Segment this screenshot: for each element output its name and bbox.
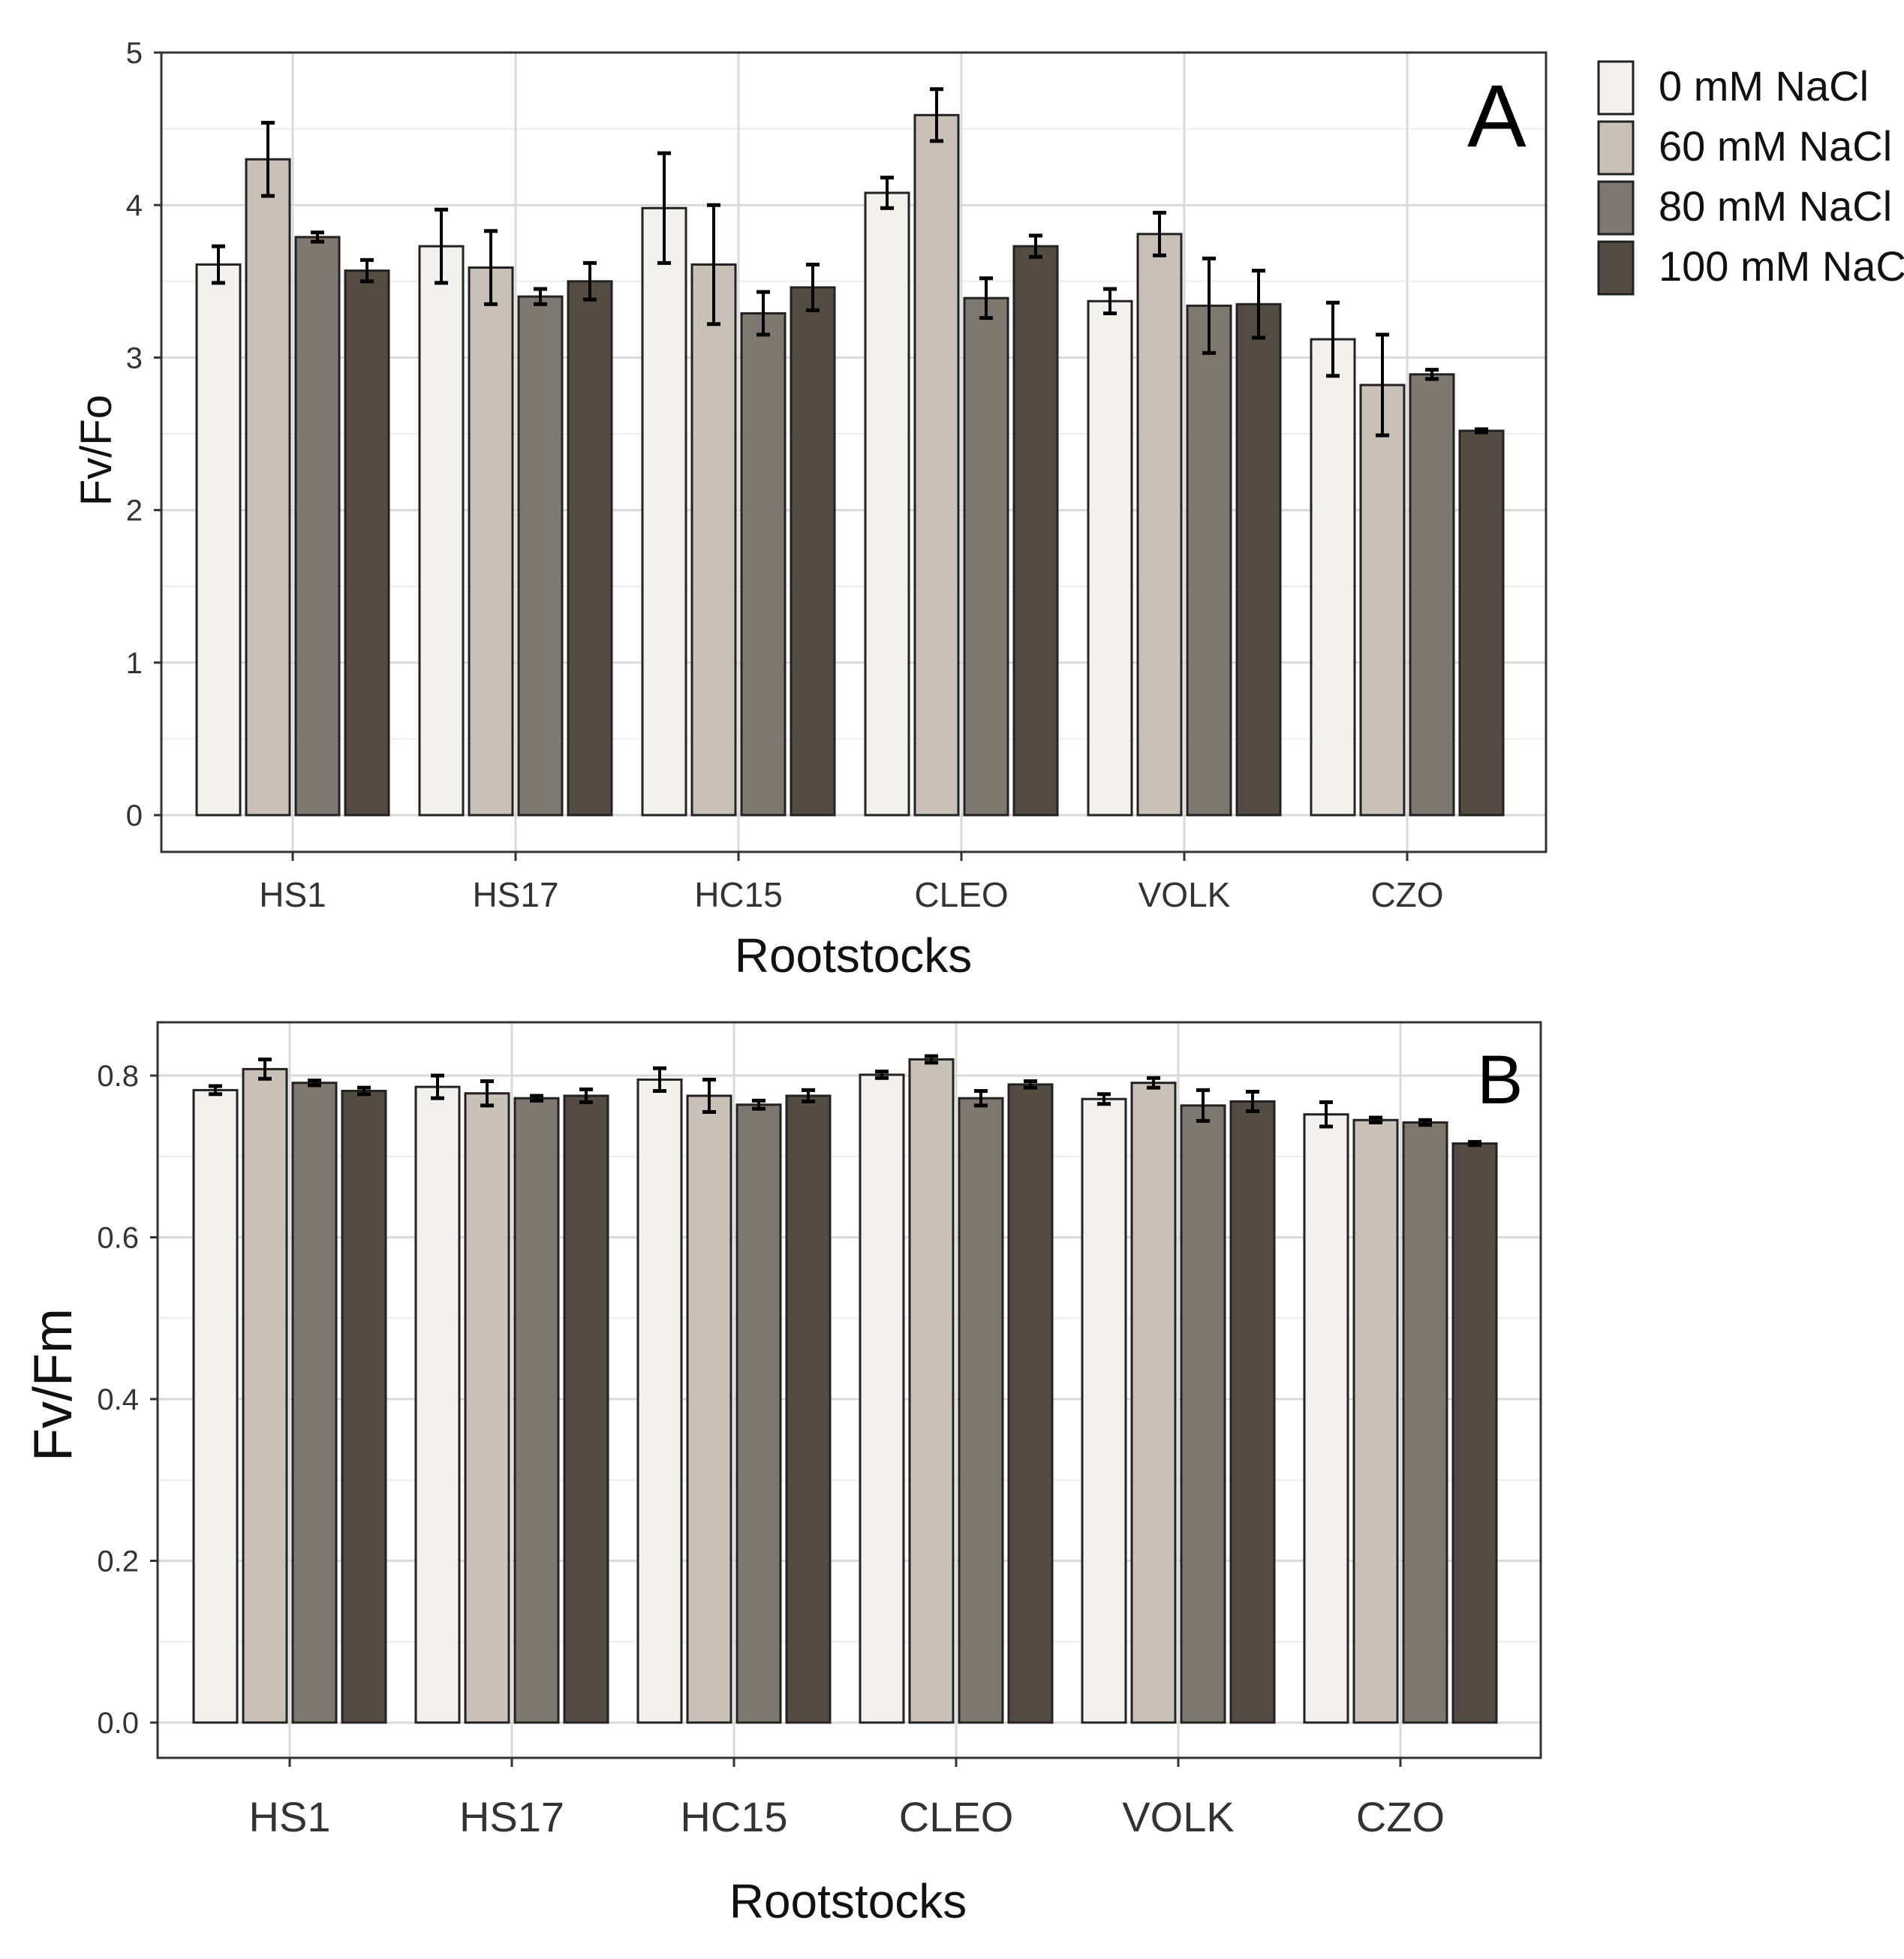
legend-label: 80 mM NaCl <box>1659 182 1892 230</box>
bar-hs1-2 <box>291 1082 338 1724</box>
bar-hc15-1 <box>690 263 737 817</box>
panel-a-y-tick-labels: 0 1 2 3 4 5 <box>126 37 161 832</box>
x-tick-label: HS17 <box>472 875 558 914</box>
panel-b-x-axis-title: Rootstocks <box>729 1874 967 1928</box>
bar-hc15-2 <box>740 311 787 817</box>
y-tick-label: 0.2 <box>97 1545 139 1578</box>
x-tick-label: HC15 <box>680 1793 787 1840</box>
bar-czo-3 <box>1451 1142 1498 1724</box>
panel-a-x-tick-labels: HS1 HS17 HC15 CLEO VOLK CZO <box>259 852 1444 914</box>
bar-czo-3 <box>1458 429 1505 817</box>
panel-a-x-axis-title: Rootstocks <box>735 928 973 983</box>
legend-swatch <box>1597 240 1635 296</box>
bar-cleo-1 <box>913 113 960 817</box>
x-tick-label: HC15 <box>694 875 783 914</box>
bar-hs17-3 <box>563 1094 609 1724</box>
y-tick-label: 0.8 <box>97 1060 139 1093</box>
x-tick-label: VOLK <box>1122 1793 1234 1840</box>
bar-hc15-0 <box>641 206 687 817</box>
panel-b-error-bars <box>209 1054 1481 1148</box>
x-tick-label: CZO <box>1356 1793 1445 1840</box>
x-tick-label: VOLK <box>1138 875 1231 914</box>
y-tick-label: 0.6 <box>97 1222 139 1255</box>
y-tick-label: 0.4 <box>97 1383 139 1416</box>
legend-swatch <box>1597 120 1635 176</box>
bar-hs17-2 <box>517 295 564 817</box>
bar-hc15-1 <box>686 1094 732 1724</box>
bar-cleo-3 <box>1007 1083 1054 1724</box>
panel-a-y-axis-title: Fv/Fo <box>72 395 121 506</box>
bar-hs1-2 <box>294 236 341 817</box>
x-tick-label: HS1 <box>259 875 326 914</box>
bar-hs17-0 <box>418 245 465 817</box>
y-tick-label: 4 <box>126 189 143 222</box>
bar-czo-0 <box>1310 338 1356 817</box>
bar-volk-2 <box>1180 1104 1226 1724</box>
x-tick-label: CLEO <box>914 875 1008 914</box>
bar-hs17-1 <box>468 266 514 817</box>
legend-swatch <box>1597 180 1635 236</box>
bar-czo-1 <box>1359 384 1406 817</box>
bar-hs17-1 <box>464 1092 510 1724</box>
legend-swatch <box>1597 60 1635 116</box>
bar-hs1-0 <box>195 263 242 817</box>
legend: 0 mM NaCl 60 mM NaCl 80 mM NaCl 100 mM NaCl <box>1597 60 1904 296</box>
bar-czo-0 <box>1303 1113 1349 1724</box>
panel-a-error-bars <box>212 87 1488 438</box>
bar-czo-1 <box>1352 1118 1399 1724</box>
y-tick-label: 5 <box>126 37 143 70</box>
panel-a-plot-border <box>160 51 1548 853</box>
x-tick-label: CLEO <box>899 1793 1014 1840</box>
bar-hs17-0 <box>414 1085 461 1724</box>
bar-cleo-3 <box>1012 245 1059 817</box>
bar-hs1-3 <box>344 269 390 817</box>
y-tick-label: 3 <box>126 342 143 375</box>
bar-cleo-2 <box>958 1097 1004 1724</box>
bar-volk-0 <box>1081 1097 1127 1724</box>
bar-czo-2 <box>1409 373 1455 817</box>
panel-b-letter: B <box>1477 1042 1523 1118</box>
y-tick-label: 0.0 <box>97 1707 139 1740</box>
bar-volk-1 <box>1130 1082 1177 1724</box>
bar-cleo-1 <box>908 1058 955 1724</box>
panel-b-plot-border <box>156 1021 1542 1759</box>
x-tick-label: CZO <box>1370 875 1443 914</box>
bar-hc15-3 <box>785 1094 832 1724</box>
legend-label: 60 mM NaCl <box>1659 122 1892 170</box>
bar-cleo-2 <box>963 296 1009 817</box>
panel-a-bars <box>195 113 1505 817</box>
y-tick-label: 2 <box>126 495 143 528</box>
panel-b-x-tick-labels: HS1 HS17 HC15 CLEO VOLK CZO <box>249 1758 1445 1840</box>
bar-hc15-0 <box>636 1078 683 1724</box>
panel-a-letter: A <box>1467 67 1527 166</box>
bar-hs1-1 <box>245 158 291 817</box>
bar-czo-2 <box>1402 1121 1448 1724</box>
legend-label: 0 mM NaCl <box>1659 62 1869 110</box>
bar-volk-3 <box>1235 302 1282 817</box>
panel-b-y-tick-labels: 0.0 0.2 0.4 0.6 0.8 <box>97 1060 158 1740</box>
bar-hc15-2 <box>735 1103 782 1724</box>
y-tick-label: 0 <box>126 799 143 832</box>
bar-cleo-0 <box>859 1073 905 1724</box>
bar-hs1-3 <box>341 1089 387 1724</box>
bar-volk-3 <box>1229 1100 1276 1724</box>
x-tick-label: HS17 <box>459 1793 564 1840</box>
bar-hs1-0 <box>192 1088 239 1724</box>
panel-b-bars <box>192 1058 1498 1724</box>
bar-hs1-1 <box>242 1067 288 1724</box>
legend-label: 100 mM NaCl <box>1659 242 1904 290</box>
bar-volk-2 <box>1186 304 1232 817</box>
bar-hs17-2 <box>513 1097 560 1724</box>
panel-b-fv-fm-chart: 0.0 0.2 0.4 0.6 0.8 HS1 HS17 HC15 CLEO VOLK CZO R… <box>23 1021 1542 1928</box>
bar-hs17-3 <box>567 280 613 817</box>
panel-a-fv-fo-chart: 0 1 2 3 4 5 HS1 HS17 HC15 CLEO VOLK CZO Rootstocks… <box>72 37 1548 983</box>
y-tick-label: 1 <box>126 647 143 680</box>
bar-hc15-3 <box>790 286 836 817</box>
bar-volk-0 <box>1087 299 1133 817</box>
panel-b-y-axis-title: Fv/Fm <box>23 1308 83 1461</box>
x-tick-label: HS1 <box>249 1793 331 1840</box>
bar-volk-1 <box>1136 233 1183 817</box>
bar-cleo-0 <box>864 191 910 817</box>
